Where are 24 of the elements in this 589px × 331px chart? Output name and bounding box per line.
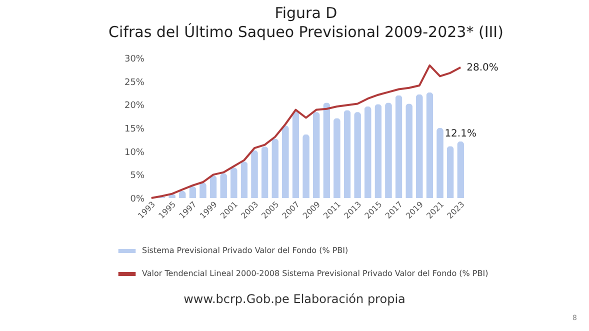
y-tick-label: 15% [124, 124, 145, 134]
bar [344, 110, 351, 198]
y-tick-label: 25% [124, 78, 145, 88]
legend-label: Valor Tendencial Lineal 2000-2008 Sistema Previsional Privado Valor del Fondo (% PBI) [142, 269, 488, 278]
y-tick-label: 10% [124, 148, 145, 158]
data-label: 12.1% [444, 128, 476, 140]
y-tick-label: 0% [130, 194, 145, 204]
chart-subtitle: Cifras del Último Saqueo Previsional 2009-2023* (III) [108, 23, 504, 41]
bar [395, 95, 402, 198]
y-tick-label: 20% [124, 101, 145, 112]
bar [364, 106, 372, 198]
bar [292, 112, 300, 198]
bar [312, 112, 320, 198]
bar [240, 162, 248, 198]
bar [210, 176, 217, 198]
data-label: 28.0% [466, 62, 498, 74]
legend-label: Sistema Previsional Privado Valor del Fondo (% PBI) [142, 246, 348, 255]
chart-title: Figura D [274, 4, 338, 22]
y-tick-label: 5% [130, 171, 145, 182]
y-tick-label: 30% [124, 54, 145, 64]
text: www.bcrp.Gob.pe Elaboración propia [182, 292, 406, 306]
bar [426, 92, 434, 198]
bar [446, 146, 454, 198]
bar [261, 146, 268, 198]
